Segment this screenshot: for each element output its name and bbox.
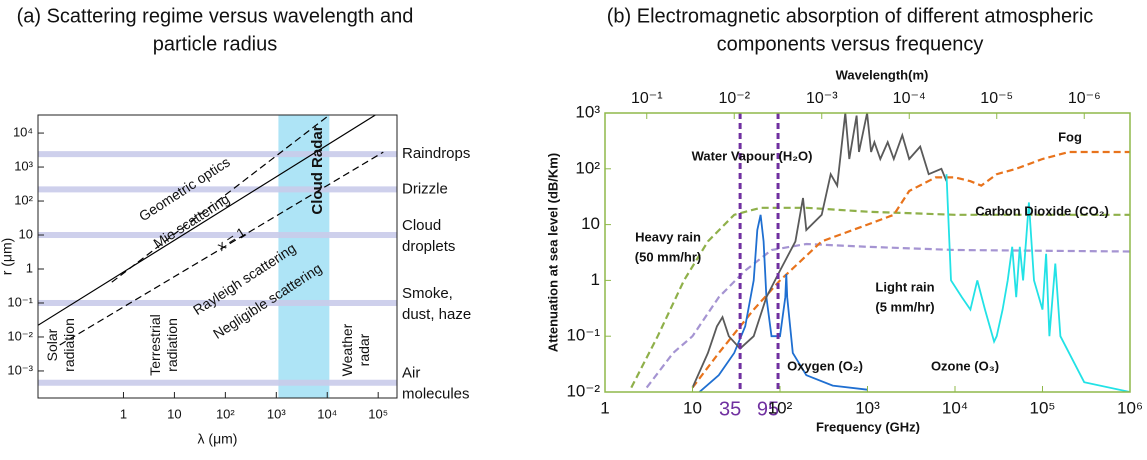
size-band (38, 299, 397, 306)
boundary-line (38, 115, 376, 326)
x2-tick-label: 10⁻³ (806, 90, 838, 107)
size-band (38, 379, 397, 386)
series-label: Carbon Dioxide (CO₂) (975, 203, 1109, 218)
annotation: radiation (61, 318, 77, 372)
x2-tick-label: 10⁻⁵ (980, 90, 1013, 107)
y-tick-label: 10³ (14, 158, 33, 173)
y-tick-label: 10⁻² (566, 381, 600, 400)
annotation: radar (356, 333, 372, 366)
y-tick-label: 10⁻² (7, 328, 33, 343)
series-label: (50 mm/hr) (635, 249, 701, 264)
series-label: (5 mm/hr) (875, 299, 934, 314)
x-tick-label: 1 (120, 406, 127, 421)
size-band (38, 186, 397, 193)
boundary-line (111, 115, 330, 283)
band-label: molecules (402, 386, 470, 403)
y-tick-label: 10 (19, 226, 33, 241)
x-tick-label: 10⁵ (1030, 398, 1056, 417)
y-tick-label: 10⁻¹ (7, 294, 33, 309)
annotation: Ozone (O₃) (931, 358, 999, 373)
band-label: dust, haze (402, 306, 471, 323)
x-tick-label: 10⁴ (942, 398, 968, 417)
y-tick-label: 10 (581, 214, 600, 233)
x-tick-label: 10³ (855, 398, 880, 417)
plot-frame (37, 114, 398, 399)
size-band (38, 232, 397, 239)
y-tick-label: 10⁴ (13, 124, 33, 139)
y-tick-label: 10⁻¹ (566, 326, 600, 345)
y-tick-label: 10² (575, 158, 600, 177)
series-label: Fog (1058, 129, 1082, 144)
highlight-label: Cloud Radar (309, 125, 326, 214)
marker-label: 35 (719, 398, 741, 420)
series-line (630, 206, 1130, 389)
line-label: x = 1 (214, 224, 249, 254)
y-axis-label: Attenuation at sea level (dB/Km) (545, 153, 560, 352)
x2-tick-label: 10⁻² (718, 90, 750, 107)
x-tick-label: 10 (683, 398, 702, 417)
annotation: radiation (164, 318, 180, 372)
band-label: Drizzle (402, 180, 448, 197)
y-tick-label: 10² (14, 192, 33, 207)
series-label: Water Vapour (H₂O) (692, 148, 813, 163)
x-tick-label: 10⁴ (317, 406, 337, 421)
band-label: droplets (402, 238, 455, 255)
boundary-line (59, 151, 384, 346)
x-tick-label: 10 (167, 406, 181, 421)
chart-title: (a) Scattering regime versus wavelength … (17, 5, 414, 27)
chart-title: (b) Electromagnetic absorption of differ… (607, 5, 1094, 27)
x-tick-label: 10² (216, 406, 235, 421)
series-line (691, 150, 1130, 389)
x-axis-label: λ (μm) (198, 431, 238, 447)
annotation: Terrestrial (147, 314, 163, 375)
chart-title: components versus frequency (717, 33, 984, 55)
y-tick-label: 1 (26, 260, 33, 275)
y-tick-label: 1 (591, 270, 600, 289)
series-label: Light rain (875, 279, 934, 294)
highlight-band (278, 115, 330, 398)
series-line (698, 214, 868, 392)
x-tick-label: 10⁵ (368, 406, 388, 421)
y-axis-label: r (μm) (0, 238, 15, 276)
x-axis-label: Frequency (GHz) (816, 419, 920, 434)
series-label: Oxygen (O₂) (787, 358, 863, 373)
x-tick-label: 10⁶ (1117, 398, 1143, 417)
x2-tick-label: 10⁻⁶ (1068, 90, 1101, 107)
band-label: Cloud (402, 217, 441, 234)
series-line (645, 242, 1130, 389)
y-tick-label: 10³ (575, 102, 600, 121)
annotation: Weather (339, 323, 355, 376)
series-line (945, 174, 1130, 392)
x2-tick-label: 10⁻⁴ (893, 90, 926, 107)
x-tick-label: 1 (600, 398, 609, 417)
band-label: Smoke, (402, 285, 453, 302)
band-label: Raindrops (402, 145, 470, 162)
x-tick-label: 10³ (267, 406, 286, 421)
y-tick-label: 10⁻³ (7, 362, 33, 377)
size-band (38, 151, 397, 158)
annotation: Solar (44, 328, 60, 361)
marker-label: 95 (757, 398, 779, 420)
x2-tick-label: 10⁻¹ (631, 90, 663, 107)
chart-title: particle radius (153, 33, 278, 55)
x-tick-label: 10² (768, 398, 793, 417)
series-label: Heavy rain (635, 229, 701, 244)
band-label: Air (402, 365, 420, 382)
x2-axis-label: Wavelength(m) (836, 67, 929, 82)
